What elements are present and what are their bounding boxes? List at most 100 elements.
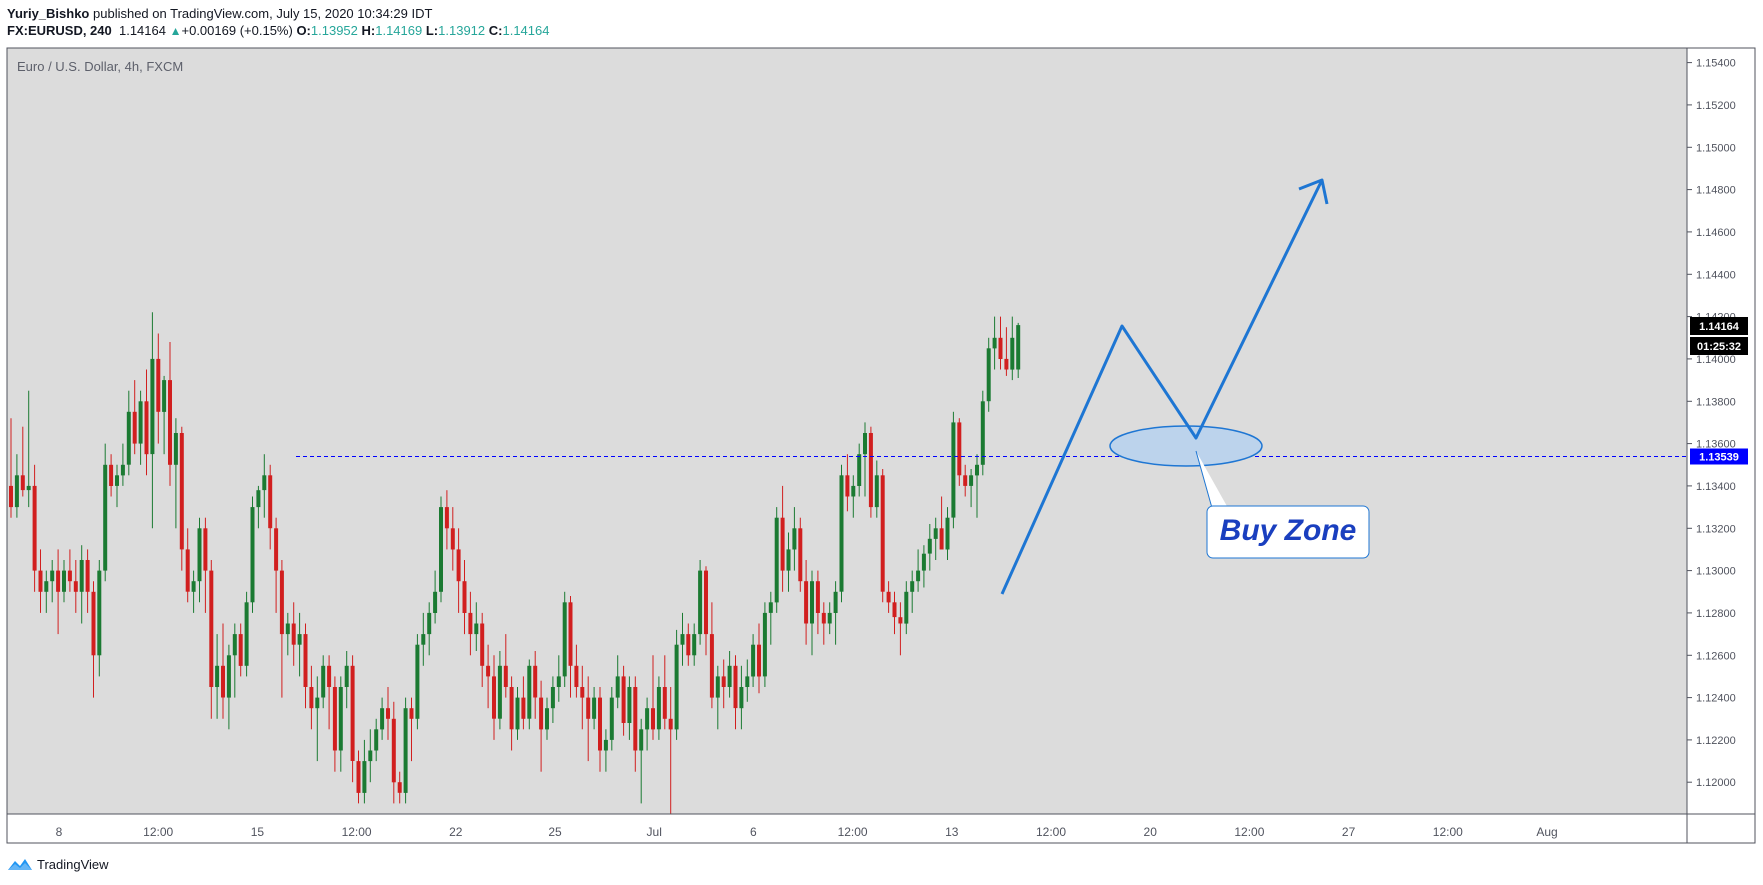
candle[interactable] xyxy=(921,545,926,588)
candle[interactable] xyxy=(191,570,196,613)
candle[interactable] xyxy=(444,490,449,550)
candle[interactable] xyxy=(173,418,178,529)
candle[interactable] xyxy=(592,687,597,730)
candle[interactable] xyxy=(768,591,773,645)
candle[interactable] xyxy=(386,687,390,740)
candle[interactable] xyxy=(368,729,373,783)
candle[interactable] xyxy=(303,623,308,709)
candle[interactable] xyxy=(209,560,214,719)
candle[interactable] xyxy=(56,549,61,635)
candle[interactable] xyxy=(951,411,956,529)
candle[interactable] xyxy=(698,560,703,645)
candle[interactable] xyxy=(356,750,361,804)
candle[interactable] xyxy=(26,390,31,508)
price-axis[interactable] xyxy=(1687,48,1755,814)
candle[interactable] xyxy=(321,655,326,709)
candle[interactable] xyxy=(904,581,909,635)
candle[interactable] xyxy=(798,517,803,592)
candle[interactable] xyxy=(244,591,249,677)
candle[interactable] xyxy=(821,602,826,645)
candle[interactable] xyxy=(221,623,225,719)
candle[interactable] xyxy=(327,655,332,730)
candle[interactable] xyxy=(315,676,320,762)
candle[interactable] xyxy=(709,602,714,709)
candle[interactable] xyxy=(916,549,921,592)
candle[interactable] xyxy=(415,634,420,730)
candle[interactable] xyxy=(651,655,655,740)
candle[interactable] xyxy=(586,676,591,762)
candle[interactable] xyxy=(992,316,997,370)
candle[interactable] xyxy=(397,771,402,804)
candle[interactable] xyxy=(851,475,856,518)
candle[interactable] xyxy=(804,560,809,645)
candle[interactable] xyxy=(150,312,155,529)
candle[interactable] xyxy=(527,659,532,730)
candle[interactable] xyxy=(403,697,408,804)
candle[interactable] xyxy=(639,718,644,804)
candle[interactable] xyxy=(580,665,585,730)
candle[interactable] xyxy=(880,469,885,603)
candle[interactable] xyxy=(362,739,367,804)
candle[interactable] xyxy=(250,496,255,613)
candle[interactable] xyxy=(898,602,903,656)
candle[interactable] xyxy=(786,532,791,592)
candle[interactable] xyxy=(67,549,72,592)
candle[interactable] xyxy=(144,369,149,476)
candle[interactable] xyxy=(745,659,750,702)
candle[interactable] xyxy=(20,426,25,497)
candle[interactable] xyxy=(256,485,261,529)
candle[interactable] xyxy=(975,454,979,518)
candle[interactable] xyxy=(79,545,84,624)
plot-area[interactable] xyxy=(7,48,1687,814)
candle[interactable] xyxy=(297,612,302,677)
candle[interactable] xyxy=(892,591,897,635)
candle[interactable] xyxy=(50,560,55,603)
candle[interactable] xyxy=(456,528,461,613)
candle[interactable] xyxy=(721,659,726,709)
candle[interactable] xyxy=(680,612,685,666)
candle[interactable] xyxy=(162,375,167,455)
candle[interactable] xyxy=(450,507,455,571)
candle[interactable] xyxy=(185,528,190,603)
candle[interactable] xyxy=(998,316,1003,370)
candle[interactable] xyxy=(545,697,549,740)
candle[interactable] xyxy=(197,517,202,603)
candle[interactable] xyxy=(810,570,814,656)
candle[interactable] xyxy=(550,676,555,723)
projection-path-line[interactable] xyxy=(1000,179,1324,595)
candle[interactable] xyxy=(427,602,432,656)
candle[interactable] xyxy=(662,655,667,730)
candle[interactable] xyxy=(574,644,579,698)
candle[interactable] xyxy=(762,602,767,687)
candle[interactable] xyxy=(757,623,761,694)
candle[interactable] xyxy=(85,549,90,613)
candle[interactable] xyxy=(874,460,879,518)
candle[interactable] xyxy=(727,651,732,698)
buy-zone-ellipse[interactable] xyxy=(1109,425,1263,467)
candle[interactable] xyxy=(598,687,602,772)
candle[interactable] xyxy=(332,676,337,772)
candle[interactable] xyxy=(827,602,832,635)
candle[interactable] xyxy=(927,524,932,571)
candle[interactable] xyxy=(704,566,708,656)
time-axis[interactable] xyxy=(7,814,1687,843)
candle[interactable] xyxy=(226,644,231,730)
candle[interactable] xyxy=(1010,316,1015,381)
candle[interactable] xyxy=(120,443,125,486)
candle[interactable] xyxy=(957,418,962,486)
footer-brand[interactable]: TradingView xyxy=(37,856,109,872)
candle[interactable] xyxy=(179,426,184,571)
candle[interactable] xyxy=(621,665,626,736)
candle[interactable] xyxy=(38,549,43,613)
candle[interactable] xyxy=(539,680,544,772)
candle[interactable] xyxy=(751,634,756,687)
candle[interactable] xyxy=(1004,327,1009,376)
candle[interactable] xyxy=(833,581,838,645)
candle[interactable] xyxy=(203,517,208,613)
candle[interactable] xyxy=(268,464,273,550)
candle[interactable] xyxy=(73,560,78,613)
candle[interactable] xyxy=(109,454,114,497)
candle[interactable] xyxy=(262,454,267,518)
candle[interactable] xyxy=(1016,322,1021,378)
candle[interactable] xyxy=(674,629,679,740)
